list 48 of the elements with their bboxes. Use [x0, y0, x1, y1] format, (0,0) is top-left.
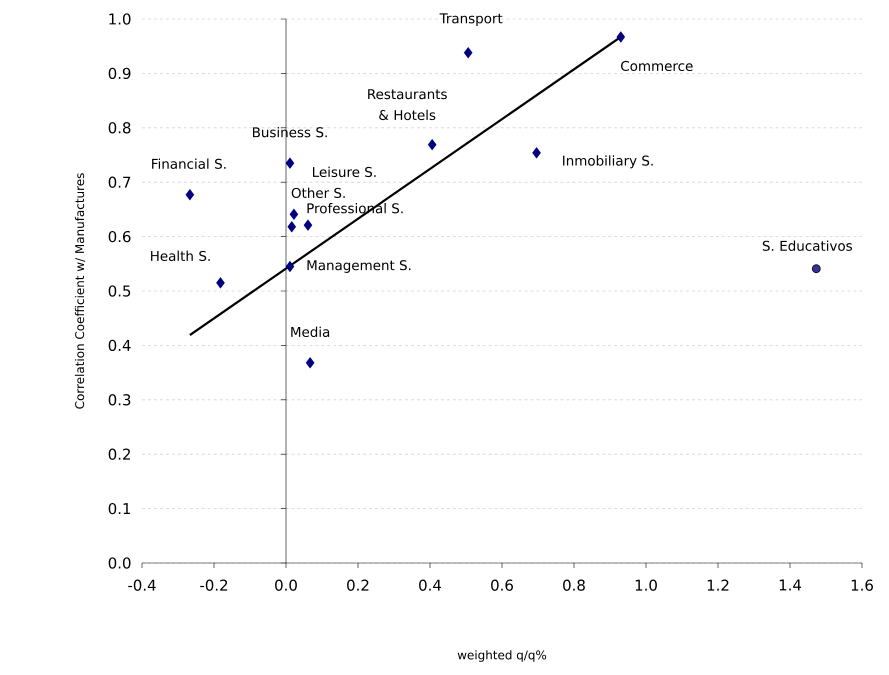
x-tick-label: 0.6	[491, 580, 513, 591]
point	[532, 147, 541, 159]
x-tick-label: 0.2	[347, 580, 368, 591]
x-tick-label: 1.0	[636, 580, 657, 591]
point	[304, 219, 312, 231]
annotation: S. Educativos	[762, 240, 852, 251]
x-tick-label: -0.4	[128, 580, 156, 591]
y-tick-label: 0.7	[108, 176, 130, 188]
x-tick-label: 1.2	[708, 580, 728, 591]
y-tick-label: 0.9	[108, 68, 130, 80]
x-axis-title: weighted q/q%	[458, 650, 546, 662]
annotation: Restaurants & Hotels	[368, 89, 447, 120]
y-tick-label: 0.3	[108, 394, 130, 406]
point	[428, 138, 436, 150]
x-tick-label: 1.4	[780, 580, 802, 590]
point	[186, 189, 194, 200]
x-tick-label: -0.2	[200, 580, 228, 591]
annotation: Media	[291, 326, 330, 338]
x-tick-label: 0.4	[419, 580, 442, 591]
y-tick-label: 0.6	[108, 230, 131, 242]
point	[287, 221, 296, 233]
y-tick-label: 0.1	[108, 502, 130, 514]
annotation: Transport	[440, 13, 502, 26]
annotation: Other S.	[292, 188, 345, 198]
y-tick-label: 0.4	[108, 340, 131, 352]
y-tick-label: 0.8	[108, 122, 130, 134]
y-tick-label: 0.2	[108, 448, 130, 460]
annotation: Inmobiliary S.	[563, 155, 653, 168]
point	[812, 264, 821, 274]
annotation: Financial S.	[152, 158, 226, 169]
point	[290, 208, 298, 220]
point	[616, 31, 626, 43]
point	[464, 47, 472, 58]
annotation: Health S.	[151, 250, 210, 262]
point	[216, 277, 225, 289]
y-tick-label: 0.5	[108, 285, 130, 297]
y-tick-label: 1.0	[109, 13, 130, 25]
y-axis-title: Correlation Coefficient w/ Manufactures	[74, 173, 86, 409]
point	[286, 260, 294, 272]
x-tick-label: 0.0	[275, 580, 297, 591]
x-tick-label: 0.8	[563, 580, 585, 591]
point	[286, 157, 294, 169]
annotation: Management S.	[307, 260, 410, 273]
annotation: Commerce	[621, 60, 693, 72]
x-tick-label: 1.6	[852, 580, 873, 591]
annotation: Leisure S.	[313, 166, 376, 178]
point	[306, 357, 314, 369]
y-tick-label: 0.0	[108, 557, 130, 569]
